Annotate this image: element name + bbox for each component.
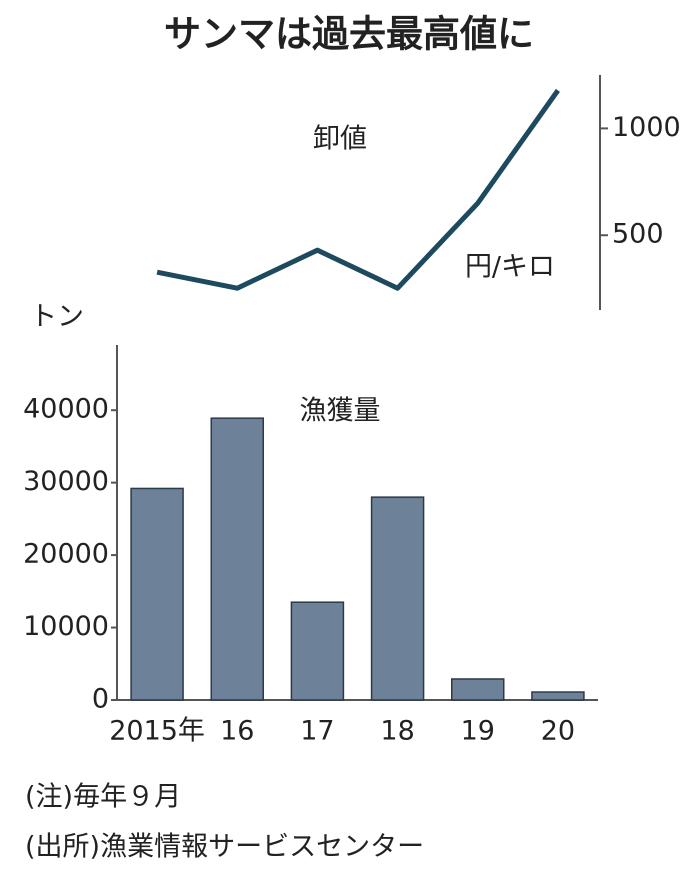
price-line — [156, 88, 560, 291]
x-tick-label: 19 — [461, 716, 495, 747]
y-tick-label: 20000 — [23, 539, 109, 570]
series-label: 卸値 — [313, 124, 367, 155]
x-tick-label: 2015年 — [109, 716, 205, 747]
bar — [210, 417, 264, 701]
y-tick-label: 40000 — [23, 394, 109, 425]
bar — [290, 601, 345, 701]
x-tick-label: 20 — [541, 716, 575, 747]
bar — [130, 487, 184, 701]
x-tick-label: 16 — [220, 716, 254, 747]
y2-tick-label: 500 — [612, 219, 664, 250]
note: (出所)漁業情報サービスセンター — [25, 832, 424, 863]
y2-tick-label: 1000 — [612, 112, 681, 143]
y-tick-label: 10000 — [23, 611, 109, 642]
bar — [531, 691, 585, 701]
chart-title: サンマは過去最高値に — [164, 13, 534, 56]
bar — [451, 678, 505, 701]
y-tick-label: 30000 — [23, 466, 109, 497]
unit-label: トン — [30, 302, 84, 333]
bar — [370, 496, 425, 701]
series-label: 漁獲量 — [300, 396, 381, 427]
x-tick-label: 18 — [380, 716, 414, 747]
y-tick-label: 0 — [92, 684, 109, 715]
x-tick-label: 17 — [300, 716, 334, 747]
note: (注)毎年９月 — [25, 782, 181, 813]
unit-label: 円/キロ — [465, 252, 555, 283]
